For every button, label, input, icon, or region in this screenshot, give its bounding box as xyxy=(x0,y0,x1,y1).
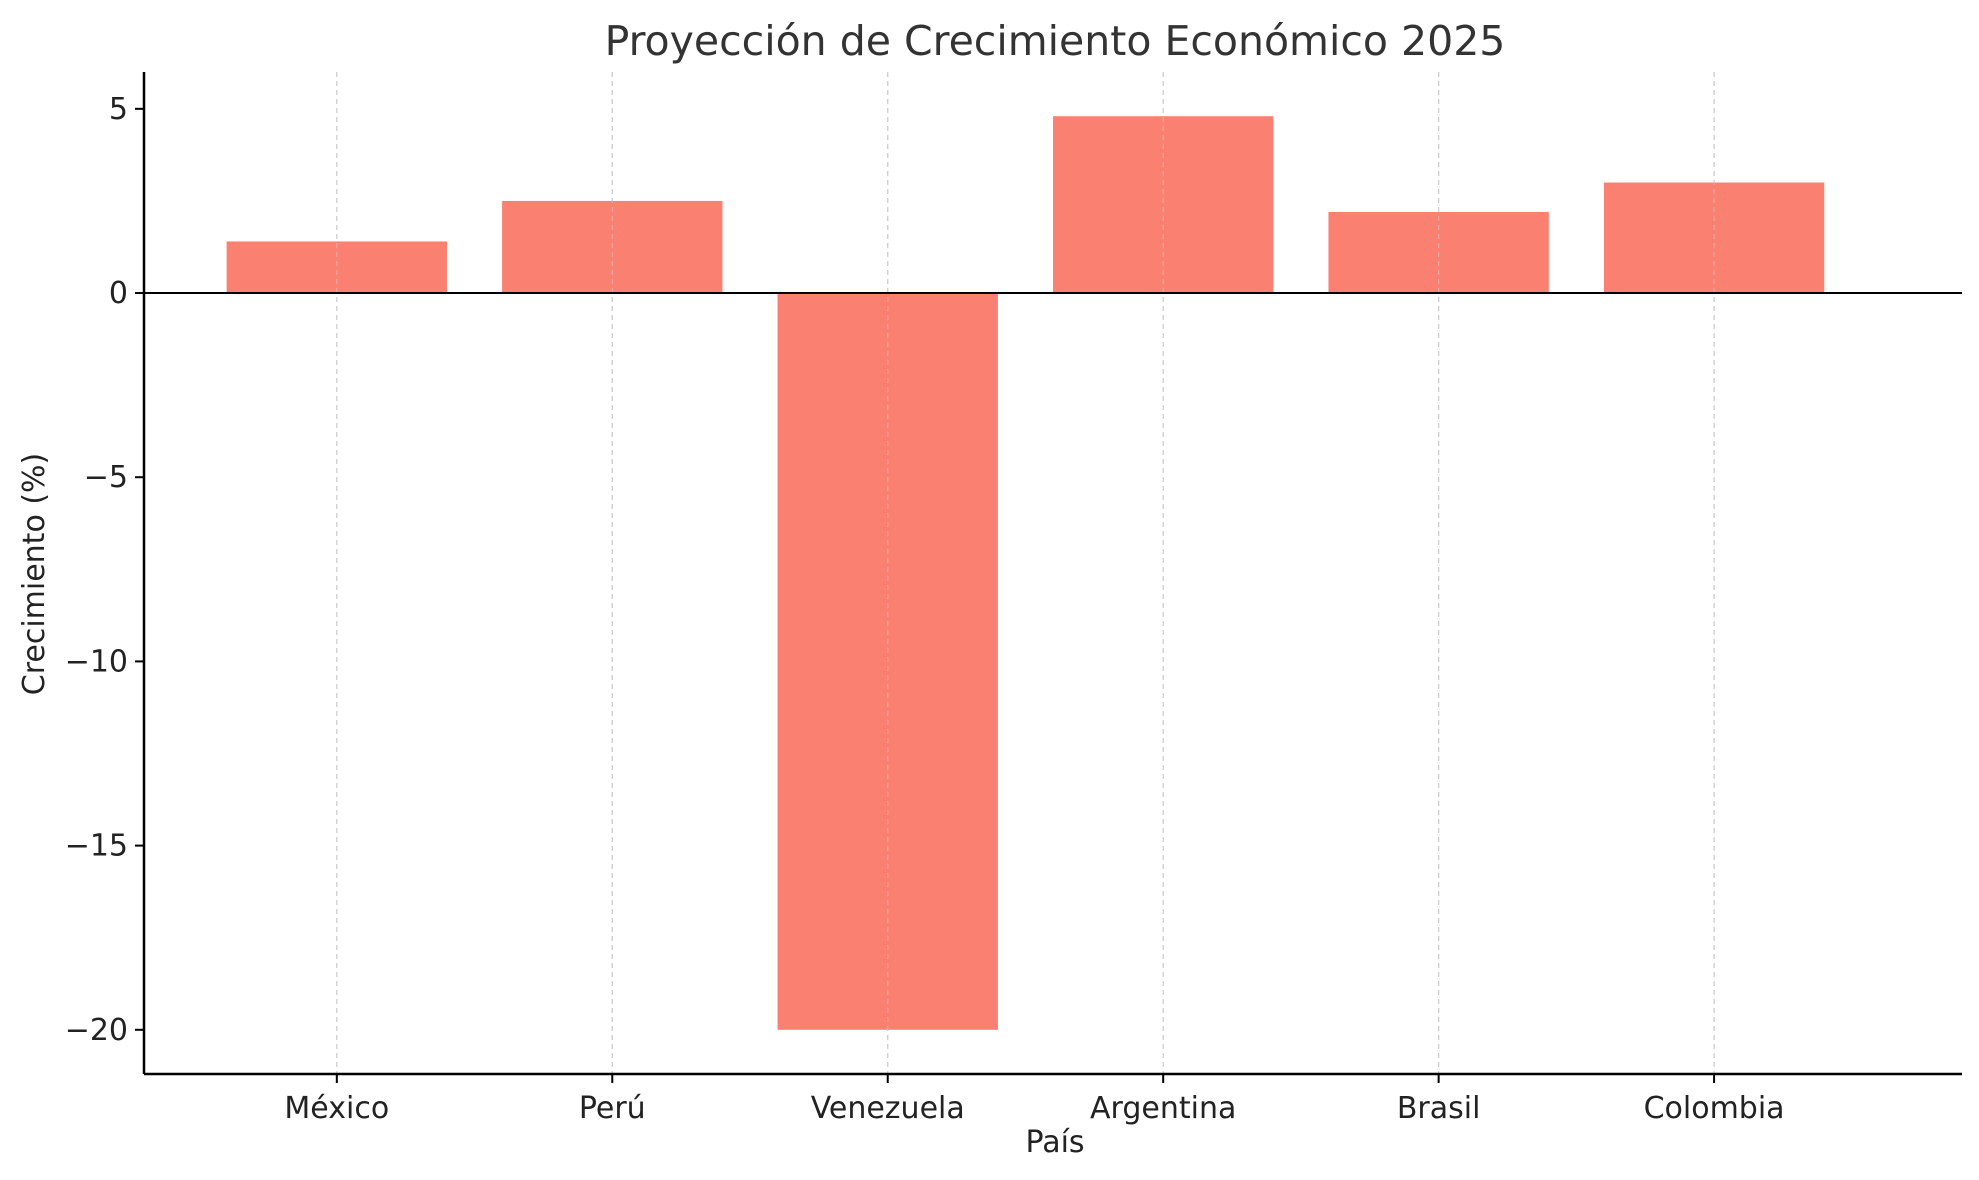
bar-méxico xyxy=(226,241,447,294)
y-axis-label: Crecimiento (%) xyxy=(17,453,52,696)
x-axis-label: País xyxy=(1025,1125,1084,1160)
x-tick-label: México xyxy=(284,1091,389,1126)
x-tick-label: Venezuela xyxy=(811,1091,965,1126)
x-tick-label: Colombia xyxy=(1644,1091,1785,1126)
x-tick-label: Perú xyxy=(579,1091,646,1126)
bar-argentina xyxy=(1053,116,1274,294)
chart-title: Proyección de Crecimiento Económico 2025 xyxy=(605,17,1506,65)
y-tick-label: −5 xyxy=(84,460,128,495)
y-axis-ticks: 5 0 −5 −10 −15 −20 xyxy=(65,92,144,1048)
bars xyxy=(226,72,1825,1074)
y-tick-label: −20 xyxy=(65,1013,128,1048)
y-tick-label: −10 xyxy=(65,644,128,679)
x-axis-ticks: México Perú Venezuela Argentina Brasil Colomb… xyxy=(284,1074,1785,1126)
x-tick-label: Argentina xyxy=(1090,1091,1236,1126)
x-tick-label: Brasil xyxy=(1397,1091,1481,1126)
y-tick-label: −15 xyxy=(65,829,128,864)
y-tick-label: 5 xyxy=(109,92,128,127)
y-tick-label: 0 xyxy=(109,276,128,311)
